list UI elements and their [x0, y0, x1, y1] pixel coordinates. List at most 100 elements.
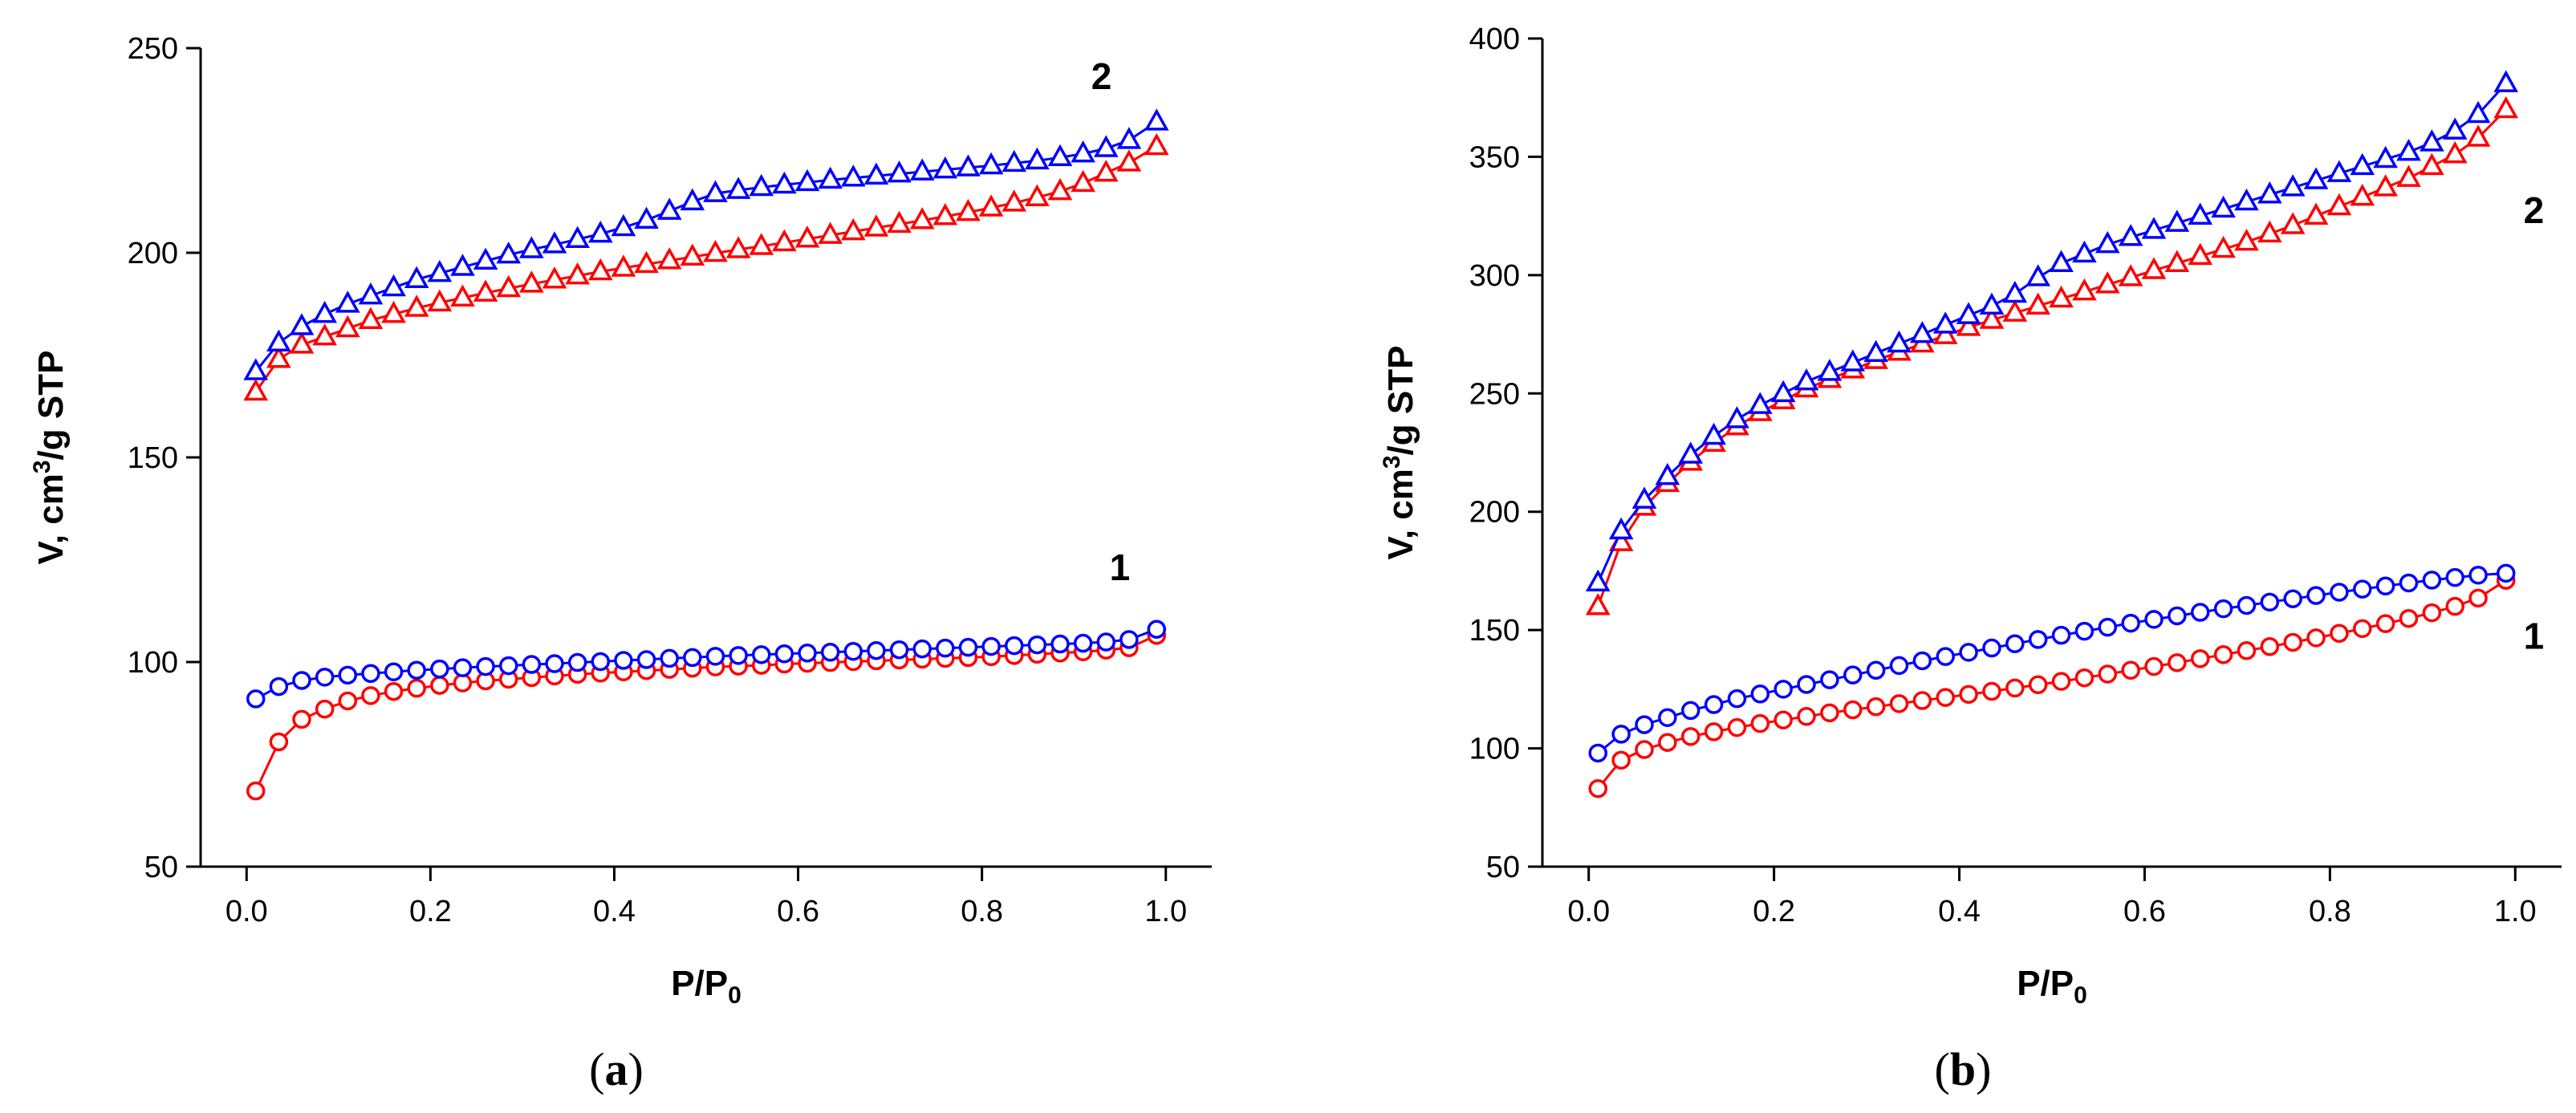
data-point-circle — [1588, 743, 1608, 763]
data-point-triangle — [840, 165, 866, 187]
x-tick-label: 0.6 — [777, 895, 819, 928]
data-point-circle — [1588, 778, 1608, 798]
data-point-triangle — [542, 231, 567, 254]
data-point-circle — [591, 652, 611, 672]
data-point-triangle — [2420, 152, 2444, 176]
data-point-triangle — [1047, 177, 1073, 201]
data-point-circle — [1936, 647, 1955, 666]
data-point-circle — [2306, 628, 2326, 648]
data-point-triangle — [1770, 380, 1796, 403]
panel-caption: (b) — [1935, 1043, 1992, 1095]
data-point-triangle — [450, 254, 475, 276]
data-point-circle — [1635, 715, 1654, 734]
caption-paren: ( — [589, 1043, 604, 1095]
data-point-circle — [2399, 573, 2419, 593]
data-point-triangle — [2211, 235, 2236, 258]
data-point-triangle — [2303, 202, 2329, 225]
y-tick-label: 100 — [1469, 733, 1520, 766]
panel-caption: (a) — [589, 1043, 644, 1095]
data-point-triangle — [1071, 169, 1095, 193]
data-point-triangle — [2188, 202, 2213, 225]
data-point-triangle — [266, 346, 291, 368]
y-axis-title-part: /g STP — [1381, 346, 1420, 456]
data-point-triangle — [1655, 462, 1680, 485]
data-point-triangle — [358, 282, 384, 305]
series-1-adsorption — [246, 626, 1167, 801]
data-point-circle — [2121, 660, 2140, 680]
data-point-triangle — [818, 221, 843, 244]
data-point-circle — [1658, 733, 1677, 752]
series-1-desorption — [246, 619, 1167, 709]
x-axis-title: P/P0 — [2017, 964, 2087, 1009]
data-point-circle — [2468, 565, 2488, 585]
data-point-triangle — [887, 160, 912, 183]
data-point-circle — [1050, 634, 1070, 654]
data-point-circle — [384, 662, 404, 681]
data-point-circle — [2098, 617, 2118, 637]
data-point-circle — [2330, 624, 2349, 644]
data-point-triangle — [2493, 70, 2519, 92]
y-axis-title: V, cm3/g STP — [29, 351, 71, 565]
data-point-circle — [2306, 586, 2326, 605]
data-point-circle — [2375, 614, 2395, 633]
data-point-circle — [2005, 634, 2025, 653]
data-point-triangle — [1002, 189, 1027, 212]
data-point-circle — [774, 644, 794, 664]
data-point-triangle — [2211, 195, 2236, 218]
data-point-circle — [1774, 680, 1793, 699]
x-tick-label: 0.2 — [1753, 895, 1795, 928]
data-point-triangle — [794, 225, 820, 248]
data-point-triangle — [2350, 152, 2375, 176]
data-point-triangle — [703, 180, 728, 202]
data-point-triangle — [2049, 250, 2074, 272]
data-point-triangle — [565, 262, 590, 285]
data-point-circle — [384, 681, 404, 701]
caption-letter: b — [1950, 1043, 1976, 1095]
data-point-triangle — [2373, 174, 2398, 197]
data-point-triangle — [2025, 292, 2051, 315]
y-tick-label: 150 — [1469, 614, 1520, 648]
data-point-triangle — [358, 307, 384, 329]
data-point-circle — [407, 660, 426, 680]
y-axis-title-superscript: 3 — [1379, 455, 1405, 469]
data-point-triangle — [404, 294, 429, 317]
data-point-triangle — [404, 266, 429, 288]
data-point-triangle — [2049, 285, 2074, 308]
data-point-triangle — [634, 206, 659, 230]
data-point-triangle — [1817, 359, 1843, 381]
y-tick-label: 250 — [1469, 377, 1520, 411]
data-point-triangle — [2420, 129, 2444, 152]
data-point-circle — [2353, 619, 2372, 639]
data-point-circle — [2330, 583, 2349, 602]
data-point-triangle — [680, 243, 705, 266]
curve-label-2: 2 — [1091, 55, 1112, 97]
y-tick-label: 100 — [128, 646, 178, 680]
data-point-circle — [2237, 595, 2257, 615]
data-point-circle — [2098, 664, 2118, 684]
data-point-circle — [522, 655, 542, 674]
data-point-triangle — [450, 284, 475, 307]
data-point-triangle — [909, 207, 935, 230]
data-point-circle — [338, 665, 358, 685]
data-point-circle — [1982, 681, 2001, 701]
data-point-triangle — [243, 358, 269, 380]
data-point-circle — [1727, 689, 1747, 709]
data-point-triangle — [2326, 160, 2352, 182]
data-point-circle — [1611, 725, 1631, 744]
data-point-circle — [2375, 576, 2395, 596]
data-point-circle — [958, 637, 978, 657]
data-point-triangle — [1979, 307, 2005, 329]
data-point-circle — [1704, 695, 1724, 714]
data-point-triangle — [978, 152, 1004, 175]
data-point-circle — [820, 643, 840, 662]
data-point-circle — [269, 676, 289, 697]
data-point-triangle — [1047, 144, 1073, 167]
data-point-triangle — [587, 258, 613, 281]
data-point-circle — [2283, 589, 2302, 608]
y-tick-label: 400 — [1469, 22, 1520, 56]
data-point-circle — [751, 645, 771, 664]
data-point-circle — [1680, 727, 1700, 746]
x-tick-label: 0.4 — [1938, 895, 1981, 928]
data-point-triangle — [2002, 280, 2028, 303]
data-point-triangle — [2095, 230, 2120, 254]
